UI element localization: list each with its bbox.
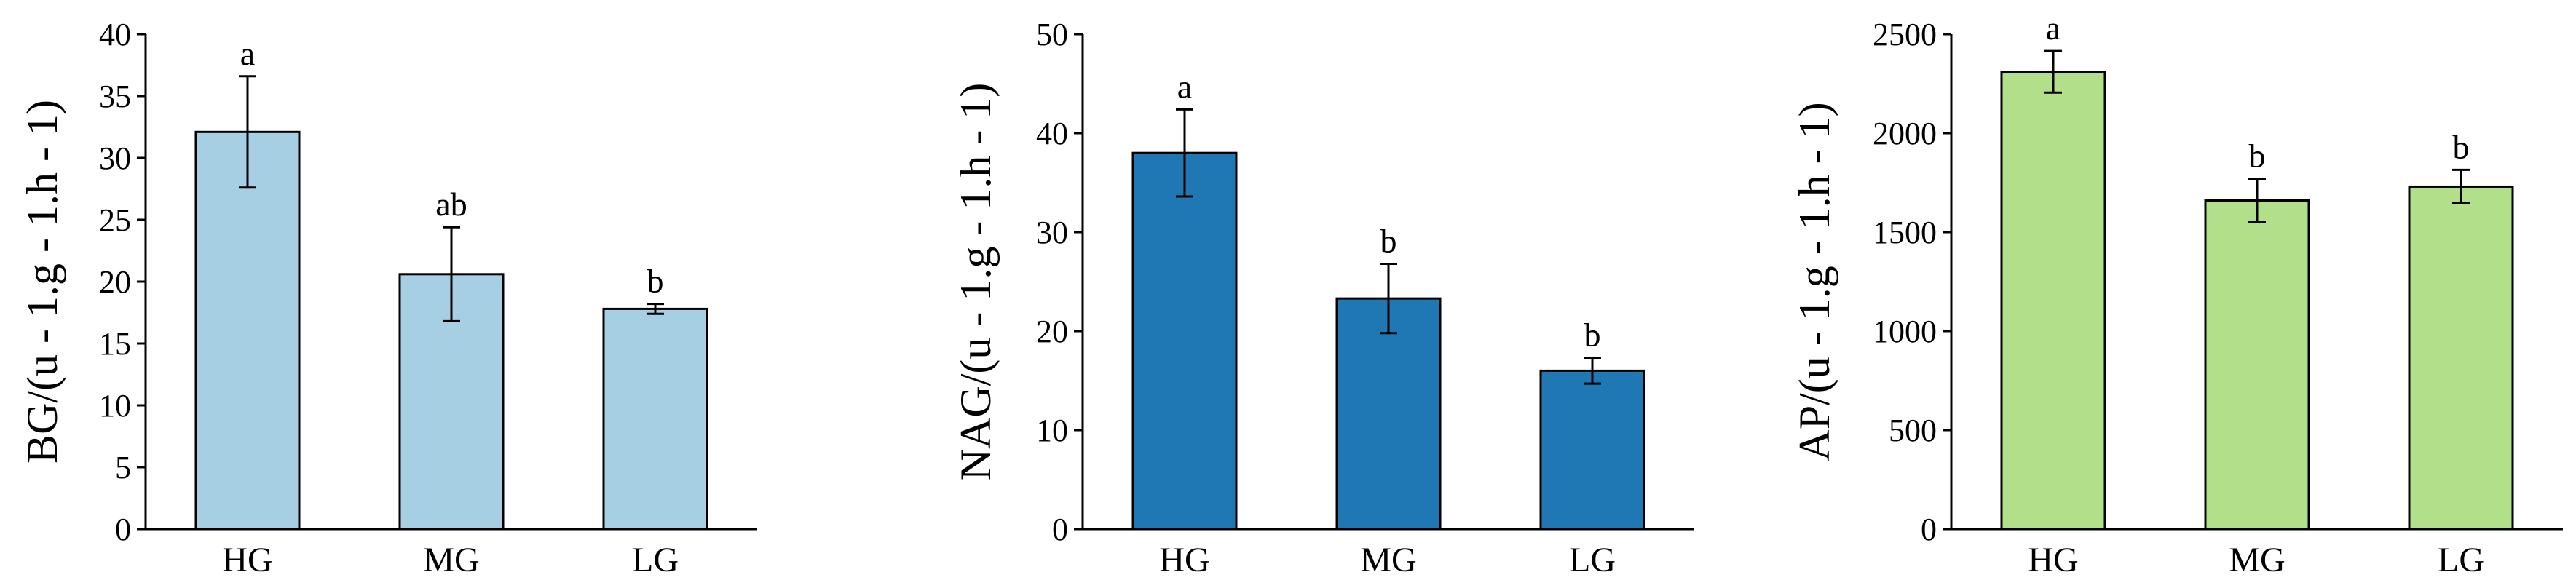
y-axis-title: NAG/(u - 1.g - 1.h - 1)	[952, 83, 1000, 481]
y-tick-label: 30	[99, 140, 131, 176]
x-tick-label-MG: MG	[423, 541, 479, 579]
error-bar-LG	[1584, 357, 1601, 385]
x-tick-label-HG: HG	[2028, 541, 2078, 579]
significance-label-HG: a	[240, 35, 255, 72]
y-tick-label: 0	[1052, 512, 1068, 547]
y-axis-title: AP/(u - 1.g - 1.h - 1)	[1790, 102, 1838, 461]
error-bar-LG	[647, 303, 664, 315]
y-tick-label: 1000	[1873, 314, 1937, 349]
x-tick-label-LG: LG	[2438, 541, 2484, 579]
significance-label-LG: b	[1584, 317, 1601, 354]
chart-panel-0: a HG ab MG b LG 0 5 10 15 20 25 30 35 40 BG/(u - 1.g - …	[18, 17, 757, 579]
y-tick-label: 2000	[1873, 116, 1937, 151]
y-tick-label: 40	[99, 17, 131, 52]
y-tick-label: 40	[1036, 116, 1068, 151]
x-tick-label-MG: MG	[2229, 541, 2285, 579]
y-tick-label: 50	[1036, 17, 1068, 52]
error-bar-MG	[2248, 178, 2266, 223]
y-tick-label: 15	[99, 326, 131, 362]
error-bar-HG	[239, 75, 256, 189]
chart-panel-2: a HG b MG b LG 0 500 1000 1500 2000 2500 AP/(u - 1.g…	[1790, 9, 2563, 579]
y-tick-label: 20	[99, 264, 131, 300]
y-tick-label: 0	[1921, 512, 1937, 547]
x-tick-label-MG: MG	[1360, 541, 1416, 579]
bar-LG	[1539, 369, 1645, 531]
y-tick-label: 30	[1036, 215, 1068, 250]
y-tick-label: 500	[1889, 413, 1937, 448]
error-bar-MG	[443, 226, 460, 322]
bar-LG	[2408, 185, 2514, 531]
bar-MG	[2204, 199, 2310, 531]
error-bar-HG	[1176, 108, 1193, 198]
chart-panel-1: a HG b MG b LG 0 10 20 30 40 50 NAG/(u - 1.g - 1.h -…	[952, 17, 1694, 579]
significance-label-HG: a	[2046, 9, 2061, 47]
significance-label-LG: b	[647, 263, 664, 300]
y-tick-label: 10	[1036, 413, 1068, 448]
bar-HG	[194, 130, 301, 531]
significance-label-HG: a	[1177, 68, 1192, 105]
y-tick-label: 35	[99, 79, 131, 114]
y-tick-label: 10	[99, 388, 131, 424]
error-bar-HG	[2044, 49, 2062, 94]
x-tick-label-LG: LG	[632, 541, 679, 579]
y-tick-label: 0	[115, 512, 131, 547]
significance-label-LG: b	[2453, 128, 2470, 165]
y-tick-label: 1500	[1873, 215, 1937, 250]
bar-LG	[602, 307, 708, 531]
bar-HG	[1131, 151, 1238, 531]
y-tick-label: 25	[99, 202, 131, 238]
y-tick-label: 5	[115, 450, 131, 485]
x-tick-label-HG: HG	[222, 541, 272, 579]
error-bar-LG	[2452, 168, 2470, 205]
error-bar-MG	[1380, 263, 1397, 335]
significance-label-MG: b	[2249, 138, 2266, 175]
significance-label-MG: b	[1380, 223, 1397, 260]
bar-HG	[2000, 71, 2106, 531]
x-tick-label-LG: LG	[1569, 541, 1616, 579]
significance-label-MG: ab	[435, 186, 467, 223]
y-tick-label: 2500	[1873, 17, 1937, 52]
y-axis-title: BG/(u - 1.g - 1.h - 1)	[18, 100, 66, 464]
y-tick-label: 20	[1036, 314, 1068, 349]
x-tick-label-HG: HG	[1159, 541, 1209, 579]
